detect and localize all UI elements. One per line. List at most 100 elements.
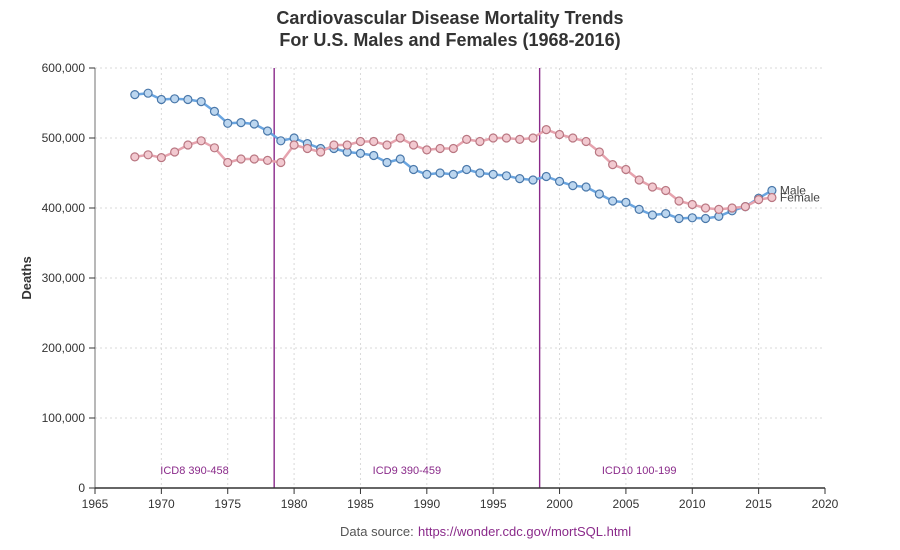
x-tick-label: 2005: [613, 497, 640, 511]
marker-female: [635, 176, 643, 184]
marker-male: [383, 159, 391, 167]
x-tick-label: 1980: [281, 497, 308, 511]
x-tick-label: 1965: [82, 497, 109, 511]
marker-female: [728, 204, 736, 212]
marker-male: [609, 197, 617, 205]
marker-female: [609, 161, 617, 169]
marker-male: [131, 91, 139, 99]
marker-female: [343, 141, 351, 149]
marker-male: [210, 107, 218, 115]
footer-prefix: Data source:: [340, 524, 414, 539]
marker-female: [529, 134, 537, 142]
icd-label-0: ICD8 390-458: [160, 465, 229, 477]
marker-male: [476, 169, 484, 177]
marker-female: [502, 134, 510, 142]
marker-male: [370, 152, 378, 160]
marker-female: [317, 148, 325, 156]
marker-male: [542, 173, 550, 181]
marker-female: [290, 141, 298, 149]
y-tick-label: 400,000: [42, 201, 86, 215]
chart-title-line1: Cardiovascular Disease Mortality Trends: [276, 8, 623, 28]
y-tick-label: 500,000: [42, 131, 86, 145]
marker-male: [277, 137, 285, 145]
chart-title-line2: For U.S. Males and Females (1968-2016): [279, 30, 620, 50]
marker-male: [463, 166, 471, 174]
marker-female: [197, 137, 205, 145]
y-axis-label: Deaths: [19, 256, 34, 299]
marker-female: [582, 138, 590, 146]
marker-female: [648, 183, 656, 191]
marker-male: [529, 176, 537, 184]
marker-male: [569, 182, 577, 190]
y-tick-label: 300,000: [42, 271, 86, 285]
marker-male: [622, 198, 630, 206]
marker-female: [277, 159, 285, 167]
marker-male: [582, 183, 590, 191]
marker-female: [675, 197, 683, 205]
x-tick-label: 1970: [148, 497, 175, 511]
marker-female: [410, 141, 418, 149]
x-tick-label: 1975: [214, 497, 241, 511]
marker-female: [423, 146, 431, 154]
marker-male: [436, 169, 444, 177]
marker-female: [330, 141, 338, 149]
marker-male: [157, 96, 165, 104]
x-tick-label: 2000: [546, 497, 573, 511]
marker-female: [250, 155, 258, 163]
marker-male: [662, 210, 670, 218]
marker-male: [502, 172, 510, 180]
marker-female: [396, 134, 404, 142]
marker-male: [449, 170, 457, 178]
marker-female: [662, 187, 670, 195]
marker-female: [210, 144, 218, 152]
marker-female: [436, 145, 444, 153]
marker-female: [741, 203, 749, 211]
x-tick-label: 1985: [347, 497, 374, 511]
marker-male: [595, 190, 603, 198]
marker-male: [423, 170, 431, 178]
marker-female: [476, 138, 484, 146]
y-tick-label: 600,000: [42, 61, 86, 75]
marker-male: [184, 96, 192, 104]
y-tick-label: 100,000: [42, 411, 86, 425]
marker-female: [370, 138, 378, 146]
marker-male: [675, 215, 683, 223]
marker-male: [410, 166, 418, 174]
marker-female: [356, 138, 364, 146]
marker-female: [157, 154, 165, 162]
marker-female: [715, 205, 723, 213]
marker-female: [569, 134, 577, 142]
marker-male: [237, 119, 245, 127]
footer-link-text[interactable]: https://wonder.cdc.gov/mortSQL.html: [418, 524, 631, 539]
marker-female: [755, 196, 763, 204]
marker-male: [356, 149, 364, 157]
marker-female: [383, 141, 391, 149]
icd-label-2: ICD10 100-199: [602, 465, 677, 477]
marker-female: [688, 201, 696, 209]
y-tick-label: 200,000: [42, 341, 86, 355]
marker-male: [144, 89, 152, 97]
marker-female: [622, 166, 630, 174]
x-tick-label: 2010: [679, 497, 706, 511]
icd-label-1: ICD9 390-459: [373, 465, 442, 477]
marker-male: [556, 177, 564, 185]
marker-female: [768, 194, 776, 202]
marker-male: [489, 170, 497, 178]
marker-male: [224, 119, 232, 127]
marker-female: [516, 135, 524, 143]
marker-female: [489, 134, 497, 142]
marker-male: [171, 95, 179, 103]
marker-male: [396, 155, 404, 163]
marker-female: [171, 148, 179, 156]
marker-female: [463, 135, 471, 143]
y-tick-label: 0: [78, 481, 85, 495]
marker-female: [702, 204, 710, 212]
x-tick-label: 1990: [413, 497, 440, 511]
marker-male: [250, 120, 258, 128]
marker-female: [144, 151, 152, 159]
marker-female: [237, 155, 245, 163]
footer-link[interactable]: https://wonder.cdc.gov/mortSQL.html: [418, 524, 631, 539]
marker-male: [688, 214, 696, 222]
marker-female: [264, 156, 272, 164]
marker-female: [184, 141, 192, 149]
